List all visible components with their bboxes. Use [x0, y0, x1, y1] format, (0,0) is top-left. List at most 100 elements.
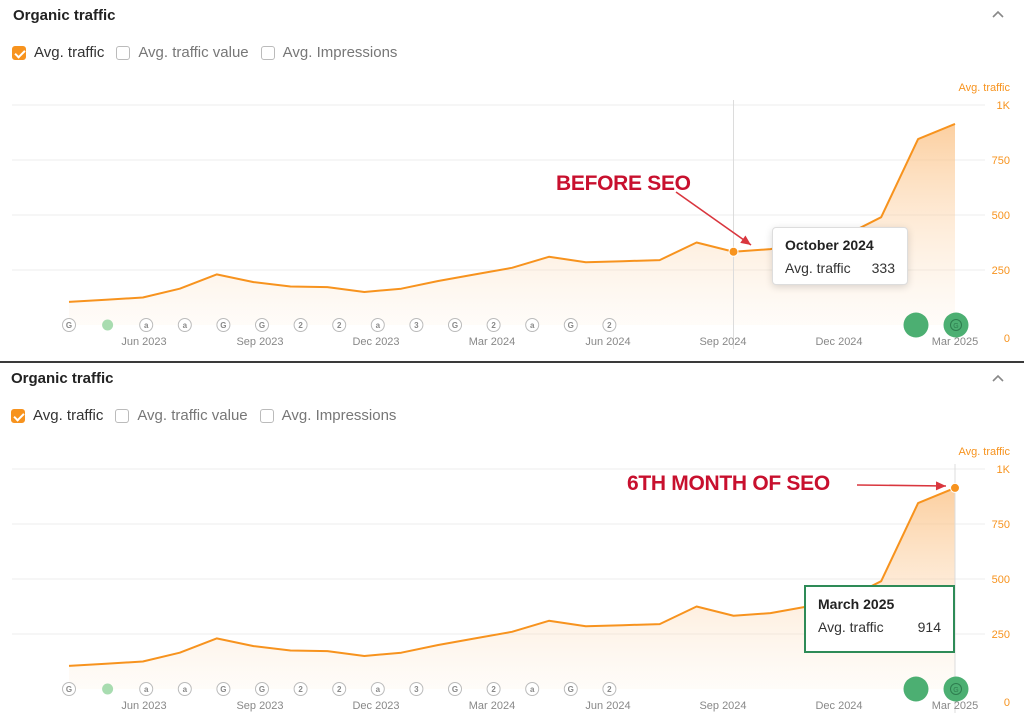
- update-marker: [525, 682, 540, 696]
- update-marker-label: a: [376, 685, 381, 694]
- update-marker-label: 3: [414, 321, 419, 330]
- update-marker: [293, 318, 308, 332]
- panel-title: Organic traffic: [13, 7, 116, 24]
- annotation-arrow-line: [675, 191, 752, 246]
- avg-traffic-checkbox[interactable]: [11, 408, 25, 423]
- update-marker-label: G: [259, 685, 265, 694]
- x-tick-label: Sep 2023: [236, 336, 283, 348]
- x-tick-label: Mar 2025: [932, 700, 978, 712]
- legend-label: Avg. traffic: [34, 44, 105, 61]
- update-marker-large: [903, 676, 929, 702]
- update-marker-label: G: [953, 323, 958, 330]
- avg-traffic-value-checkbox[interactable]: [115, 408, 130, 423]
- update-marker-label: 2: [298, 321, 303, 330]
- update-marker-label: G: [568, 321, 574, 330]
- update-marker-large: [943, 312, 969, 338]
- highlight-point: [728, 246, 739, 257]
- avg-impressions-checkbox[interactable]: [259, 408, 274, 423]
- legend-label: Avg. Impressions: [282, 44, 398, 61]
- legend-avg-impressions[interactable]: Avg. Impressions: [259, 407, 396, 424]
- panel-title: Organic traffic: [11, 370, 114, 387]
- y-tick-label: 0: [1004, 333, 1010, 345]
- x-tick-label: Jun 2024: [585, 336, 630, 348]
- update-marker-label: 2: [337, 685, 342, 694]
- update-marker: [293, 682, 308, 696]
- legend-label: Avg. traffic value: [138, 44, 249, 61]
- avg-traffic-value-checkbox[interactable]: [116, 45, 131, 60]
- tooltip-date: March 2025: [818, 596, 895, 612]
- x-tick-label: Dec 2024: [815, 700, 862, 712]
- legend: Avg. traffic Avg. traffic value Avg. Imp…: [11, 407, 408, 424]
- traffic-area-chart[interactable]: Avg. traffic 0 250 500 750 1K G a a G G 2 2 a 3 G 2 a G 2 G J…: [0, 434, 1024, 726]
- update-marker: [370, 682, 385, 696]
- legend-avg-traffic[interactable]: Avg. traffic: [12, 44, 104, 61]
- update-marker-label: G: [452, 685, 458, 694]
- update-marker: [602, 318, 617, 332]
- tooltip-date: October 2024: [785, 237, 874, 253]
- chevron-up-icon[interactable]: [990, 370, 1006, 386]
- update-marker: [486, 682, 501, 696]
- legend-avg-traffic-value[interactable]: Avg. traffic value: [115, 407, 248, 424]
- update-marker: [563, 318, 578, 332]
- update-marker-label: G: [66, 685, 72, 694]
- chevron-up-icon[interactable]: [990, 6, 1006, 22]
- tooltip-value: 914: [917, 619, 941, 635]
- x-tick-label: Jun 2024: [585, 700, 630, 712]
- update-marker-ring: [950, 319, 962, 331]
- legend-avg-traffic-value[interactable]: Avg. traffic value: [116, 44, 249, 61]
- update-marker: [602, 682, 617, 696]
- update-marker-label: a: [144, 321, 149, 330]
- update-marker: [563, 682, 578, 696]
- y-tick-label: 250: [992, 629, 1010, 641]
- organic-traffic-panel-after: Organic traffic Avg. traffic Avg. traffi…: [0, 364, 1024, 726]
- update-marker-label: a: [530, 685, 535, 694]
- update-marker: [409, 318, 424, 332]
- update-marker-label: 2: [607, 321, 612, 330]
- update-marker-label: G: [220, 321, 226, 330]
- update-marker-label: G: [452, 321, 458, 330]
- x-tick-label: Dec 2024: [815, 336, 862, 348]
- update-marker-label: 2: [607, 685, 612, 694]
- organic-traffic-panel-before: Organic traffic Avg. traffic Avg. traffi…: [0, 0, 1024, 362]
- traffic-area-chart[interactable]: Avg. traffic 0 250 500 750 1K G a a G G 2 2 a 3 G 2 a G 2 G J…: [0, 70, 1024, 362]
- update-marker-label: 2: [298, 685, 303, 694]
- x-tick-label: Sep 2024: [699, 336, 746, 348]
- update-marker-label: 2: [337, 321, 342, 330]
- x-tick-label: Mar 2024: [469, 700, 515, 712]
- avg-impressions-checkbox[interactable]: [260, 45, 275, 60]
- avg-traffic-checkbox[interactable]: [12, 45, 26, 60]
- x-tick-label: Mar 2025: [932, 336, 978, 348]
- update-marker-label: 2: [491, 321, 496, 330]
- legend-label: Avg. traffic value: [137, 407, 248, 424]
- update-marker: [216, 318, 231, 332]
- update-marker: [332, 682, 347, 696]
- update-marker: [177, 682, 192, 696]
- update-marker-label: G: [66, 321, 72, 330]
- update-marker: [486, 318, 501, 332]
- y-tick-label: 1K: [997, 100, 1011, 112]
- legend-avg-impressions[interactable]: Avg. Impressions: [260, 44, 398, 61]
- x-tick-label: Jun 2023: [121, 336, 166, 348]
- update-marker: [255, 682, 269, 696]
- update-marker-label: a: [183, 321, 188, 330]
- update-marker-label: G: [568, 685, 574, 694]
- update-marker-ring: [950, 683, 962, 695]
- update-marker: [255, 318, 269, 332]
- update-marker-large: [943, 676, 969, 702]
- legend-avg-traffic[interactable]: Avg. traffic: [11, 407, 103, 424]
- update-marker-dot: [102, 319, 114, 331]
- y-tick-label: 750: [992, 155, 1010, 167]
- x-tick-label: Dec 2023: [352, 336, 399, 348]
- update-marker: [370, 318, 385, 332]
- update-marker: [332, 318, 347, 332]
- x-tick-label: Sep 2024: [699, 700, 746, 712]
- sixth-month-annotation: 6TH MONTH OF SEO: [627, 472, 830, 495]
- y-tick-label: 1K: [997, 464, 1011, 476]
- update-marker-label: G: [220, 685, 226, 694]
- update-marker-label: 3: [414, 685, 419, 694]
- chart-tooltip: March 2025 Avg. traffic 914: [804, 585, 955, 653]
- highlight-point: [950, 482, 960, 493]
- legend: Avg. traffic Avg. traffic value Avg. Imp…: [12, 44, 409, 61]
- traffic-area-fill: [69, 123, 955, 325]
- y-tick-label: 0: [1004, 697, 1010, 709]
